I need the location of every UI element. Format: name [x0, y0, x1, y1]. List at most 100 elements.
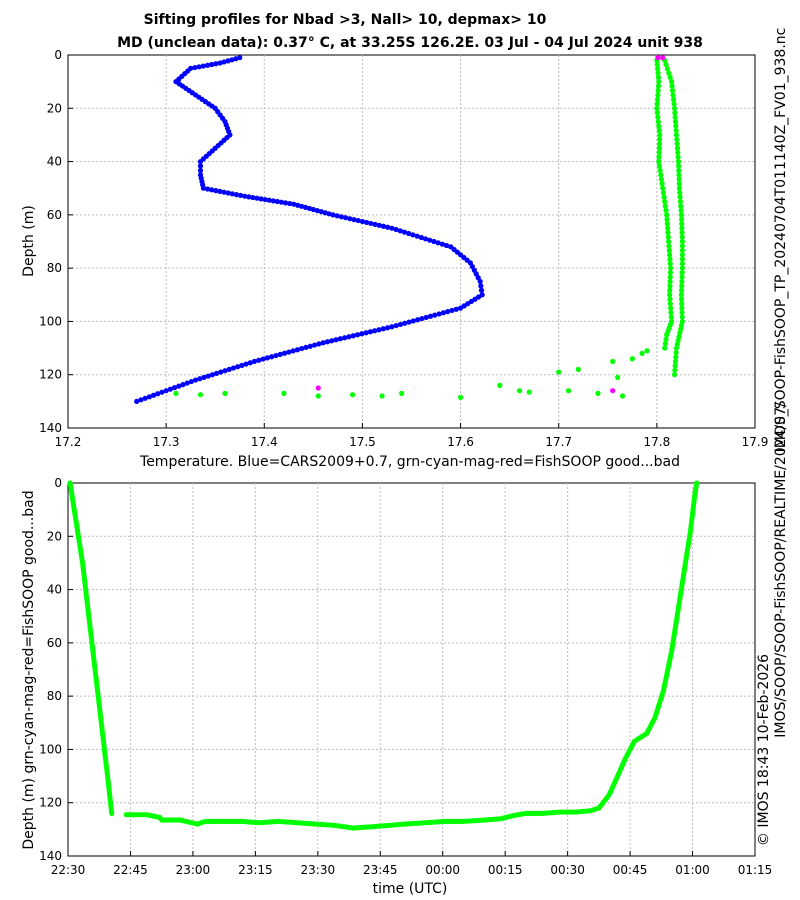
- data-point: [260, 356, 266, 362]
- data-point: [657, 132, 663, 138]
- data-point: [307, 343, 313, 349]
- top-ylabel: Depth (m): [21, 205, 37, 277]
- series-1-0: [67, 480, 115, 816]
- data-point: [389, 225, 395, 231]
- data-point: [673, 349, 679, 356]
- data-point: [167, 386, 173, 392]
- data-point: [668, 79, 675, 85]
- data-point: [379, 393, 385, 399]
- data-point: [672, 363, 678, 369]
- data-point: [666, 247, 672, 253]
- data-point: [427, 237, 433, 243]
- data-point: [180, 382, 186, 388]
- data-point: [678, 212, 684, 218]
- y-tick-label: 20: [47, 101, 62, 115]
- data-point: [233, 56, 239, 62]
- data-point: [672, 114, 678, 120]
- data-point: [662, 345, 668, 351]
- data-point: [414, 233, 420, 239]
- data-point: [656, 141, 663, 147]
- data-point: [663, 336, 669, 342]
- data-point: [229, 191, 235, 197]
- data-point: [660, 55, 666, 61]
- data-point: [671, 101, 677, 107]
- x-tick-label: 17.7: [545, 435, 572, 449]
- data-point: [306, 205, 313, 212]
- series-0-4: [315, 55, 666, 394]
- x-tick-label: 23:30: [301, 863, 336, 877]
- data-point: [315, 385, 321, 391]
- data-point: [346, 334, 352, 340]
- data-point: [229, 57, 235, 63]
- data-point: [196, 64, 202, 70]
- data-point: [324, 339, 331, 345]
- data-point: [176, 383, 182, 389]
- data-point: [655, 92, 661, 98]
- bottom-xlabel: time (UTC): [373, 881, 448, 897]
- data-point: [337, 336, 343, 342]
- data-point: [443, 242, 450, 249]
- data-point: [668, 309, 674, 316]
- data-point: [233, 192, 240, 198]
- data-point: [667, 252, 673, 258]
- data-point: [497, 382, 503, 388]
- data-point: [192, 64, 198, 71]
- data-point: [679, 256, 685, 262]
- data-point: [376, 222, 382, 228]
- data-point: [644, 348, 650, 354]
- data-point: [410, 318, 416, 324]
- data-point: [376, 327, 382, 333]
- data-point: [679, 265, 685, 271]
- data-point: [678, 287, 685, 293]
- top-xlabel: Temperature. Blue=CARS2009+0.7, grn-cyan…: [139, 454, 680, 470]
- data-point: [674, 145, 681, 151]
- x-tick-label: 23:15: [238, 863, 273, 877]
- data-point: [677, 194, 683, 200]
- data-point: [673, 132, 680, 138]
- data-point: [146, 394, 152, 400]
- data-point: [670, 92, 676, 98]
- data-point: [287, 200, 293, 207]
- data-point: [654, 101, 660, 107]
- bottom-panel: 22:30 22:45 23:00 23:15 23:30 23:45 00:00 00:15…: [39, 476, 772, 877]
- x-tick-label: 23:45: [363, 863, 398, 877]
- data-point: [664, 332, 670, 338]
- data-point: [310, 206, 316, 213]
- data-point: [665, 225, 671, 231]
- data-point: [664, 216, 670, 222]
- data-point: [134, 398, 140, 404]
- data-point: [342, 335, 348, 341]
- data-point: [350, 333, 356, 339]
- data-point: [201, 374, 207, 380]
- data-point: [188, 378, 194, 385]
- data-point: [338, 214, 344, 220]
- data-point: [672, 358, 679, 364]
- data-point: [333, 337, 339, 343]
- data-point: [662, 203, 668, 209]
- data-point: [273, 352, 279, 359]
- data-point: [656, 123, 662, 129]
- data-point: [679, 278, 685, 285]
- data-point: [410, 232, 416, 238]
- data-point: [282, 200, 289, 206]
- data-point: [314, 207, 320, 214]
- data-point: [655, 83, 662, 89]
- x-tick-label: 22:30: [51, 863, 86, 877]
- data-point: [432, 312, 438, 318]
- data-point: [674, 141, 680, 147]
- data-point: [266, 197, 272, 203]
- data-point: [197, 376, 203, 382]
- data-point: [676, 181, 682, 187]
- data-point: [673, 354, 679, 360]
- data-point: [662, 198, 668, 205]
- data-point: [658, 176, 665, 182]
- data-point: [316, 341, 322, 347]
- y-tick-label: 0: [54, 48, 62, 62]
- data-point: [661, 194, 667, 200]
- data-point: [299, 345, 305, 352]
- data-point: [610, 388, 616, 394]
- y-tick-label: 140: [39, 421, 62, 435]
- data-point: [667, 301, 673, 307]
- data-point: [222, 390, 228, 396]
- data-point: [217, 60, 223, 66]
